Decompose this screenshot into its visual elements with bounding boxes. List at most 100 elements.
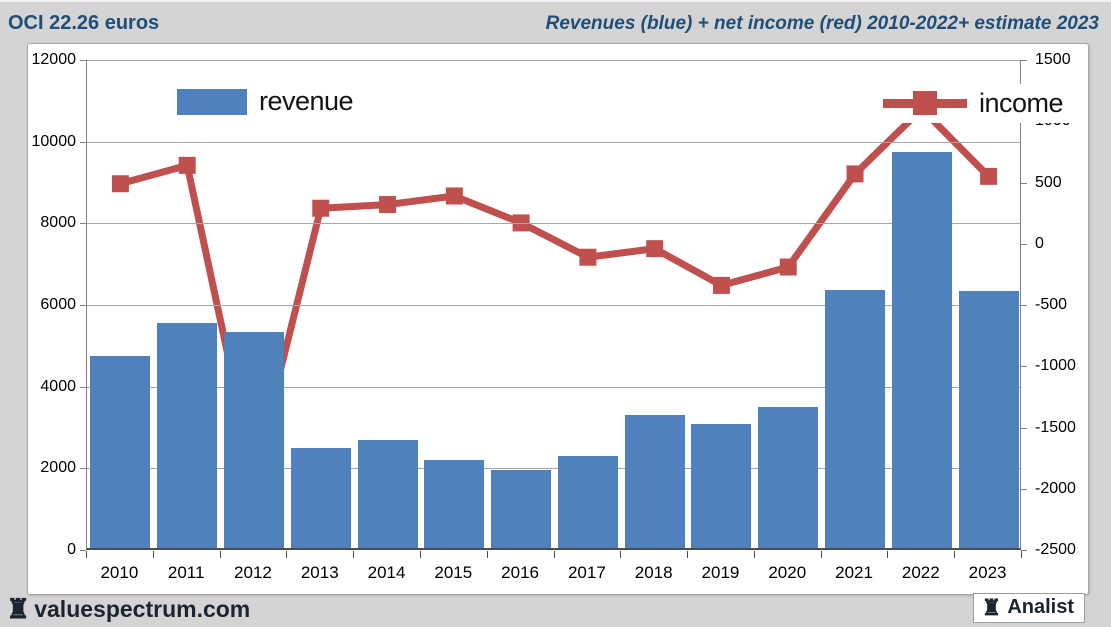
x-tickmark [152, 551, 154, 558]
plot-area: revenue income [86, 60, 1072, 550]
revenue-bar-2011 [157, 323, 218, 548]
x-tickmark [620, 551, 622, 558]
gridline [87, 305, 1020, 306]
x-axis-label-2014: 2014 [367, 563, 406, 582]
x-tickmark [219, 551, 221, 558]
legend-income: income [875, 84, 1072, 123]
right-tickmark [1021, 550, 1027, 551]
right-axis-tick--2500: -2500 [1035, 541, 1076, 558]
revenue-bar-2010 [90, 356, 151, 548]
revenue-bar-2016 [491, 470, 552, 548]
rook-icon: ♜ [6, 594, 31, 624]
right-tickmark [1021, 366, 1027, 368]
x-axis-label-2023: 2023 [968, 563, 1007, 582]
brand-label: valuespectrum.com [34, 596, 251, 622]
left-tickmark [80, 141, 86, 143]
income-marker-2014 [379, 196, 397, 214]
left-tickmark [80, 305, 86, 306]
left-axis-tick-10000: 10000 [31, 132, 77, 150]
x-tickmark [86, 551, 87, 558]
right-tickmark [1021, 427, 1027, 429]
chart-title: Revenues (blue) + net income (red) 2010-… [545, 13, 1099, 34]
brand-link[interactable]: ♜ valuespectrum.com [6, 596, 250, 623]
x-tickmark [553, 551, 555, 558]
x-tickmark [753, 551, 755, 558]
revenue-bar-2022 [891, 151, 952, 548]
right-axis-tick--1500: -1500 [1035, 418, 1076, 436]
right-axis-tick--1000: -1000 [1035, 357, 1076, 375]
income-marker-2010 [111, 175, 129, 193]
revenue-bar-2014 [357, 439, 418, 548]
x-tickmark [820, 551, 822, 558]
income-marker-2011 [178, 156, 196, 174]
x-axis-label-2018: 2018 [634, 563, 673, 582]
left-axis-tick-4000: 4000 [40, 377, 76, 395]
legend-income-label: income [979, 88, 1064, 118]
left-tickmark [80, 468, 86, 470]
left-axis-tick-12000: 12000 [31, 51, 77, 68]
revenue-bar-2023 [958, 290, 1019, 548]
gridline [87, 468, 1020, 470]
gridline [87, 223, 1020, 225]
x-tickmark [1021, 551, 1022, 558]
x-tickmark [887, 551, 889, 558]
left-tickmark [80, 550, 86, 551]
income-marker-icon [913, 91, 937, 115]
revenue-bar-2017 [557, 456, 618, 548]
x-tickmark [954, 551, 956, 558]
left-tickmark [80, 223, 86, 225]
income-marker-2023 [980, 167, 998, 185]
x-axis-label-2016: 2016 [501, 563, 540, 582]
legend-revenue: revenue [169, 82, 362, 121]
x-tickmark [419, 551, 421, 558]
x-tickmark [286, 551, 288, 558]
rook-icon: ♜ [981, 594, 1002, 620]
x-axis-label-2013: 2013 [300, 563, 339, 582]
left-axis-tick-8000: 8000 [40, 214, 76, 232]
revenue-swatch-icon [177, 88, 247, 115]
x-axis-label-2012: 2012 [234, 563, 272, 582]
left-tickmark [80, 60, 86, 61]
x-axis-label-2022: 2022 [901, 563, 940, 582]
right-tickmark [1021, 60, 1027, 61]
x-tickmark [687, 551, 689, 558]
right-axis-tick-0: 0 [1035, 234, 1044, 252]
revenue-bar-2021 [825, 289, 886, 548]
income-marker-2019 [712, 276, 730, 294]
x-axis-label-2011: 2011 [167, 563, 205, 582]
x-axis-label-2021: 2021 [835, 563, 873, 582]
footer: ♜ valuespectrum.com ♜ Analist [0, 593, 1111, 627]
right-axis-tick--2000: -2000 [1035, 479, 1076, 497]
header: OCI 22.26 euros Revenues (blue) + net in… [0, 6, 1111, 42]
gridline [87, 141, 1020, 143]
income-marker-2013 [312, 199, 330, 217]
x-axis-label-2020: 2020 [768, 563, 807, 582]
revenue-bar-2018 [624, 415, 685, 548]
right-axis-tick-1500: 1500 [1035, 51, 1071, 68]
left-axis-tick-6000: 6000 [40, 296, 76, 313]
income-swatch-icon [883, 91, 967, 115]
analist-badge[interactable]: ♜ Analist [972, 593, 1085, 623]
right-tickmark [1021, 182, 1027, 184]
x-axis-label-2010: 2010 [100, 563, 139, 582]
right-axis-tick-500: 500 [1035, 173, 1062, 191]
left-tickmark [80, 386, 86, 388]
revenue-bar-2020 [758, 407, 819, 548]
income-marker-2018 [646, 240, 664, 258]
x-axis-label-2015: 2015 [434, 563, 473, 582]
right-tickmark [1021, 243, 1027, 245]
x-axis-label-2017: 2017 [567, 563, 606, 582]
ticker-price-title: OCI 22.26 euros [8, 12, 160, 34]
income-marker-2020 [779, 258, 797, 276]
revenue-bar-2015 [424, 460, 485, 548]
revenue-bar-2019 [691, 424, 752, 548]
left-axis-tick-2000: 2000 [40, 459, 76, 477]
gridline [87, 386, 1020, 388]
x-tickmark [353, 551, 355, 558]
income-marker-2015 [445, 187, 463, 205]
x-tickmark [486, 551, 488, 558]
legend-revenue-label: revenue [259, 86, 354, 116]
revenue-bar-2012 [223, 332, 284, 548]
right-tickmark [1021, 488, 1027, 490]
